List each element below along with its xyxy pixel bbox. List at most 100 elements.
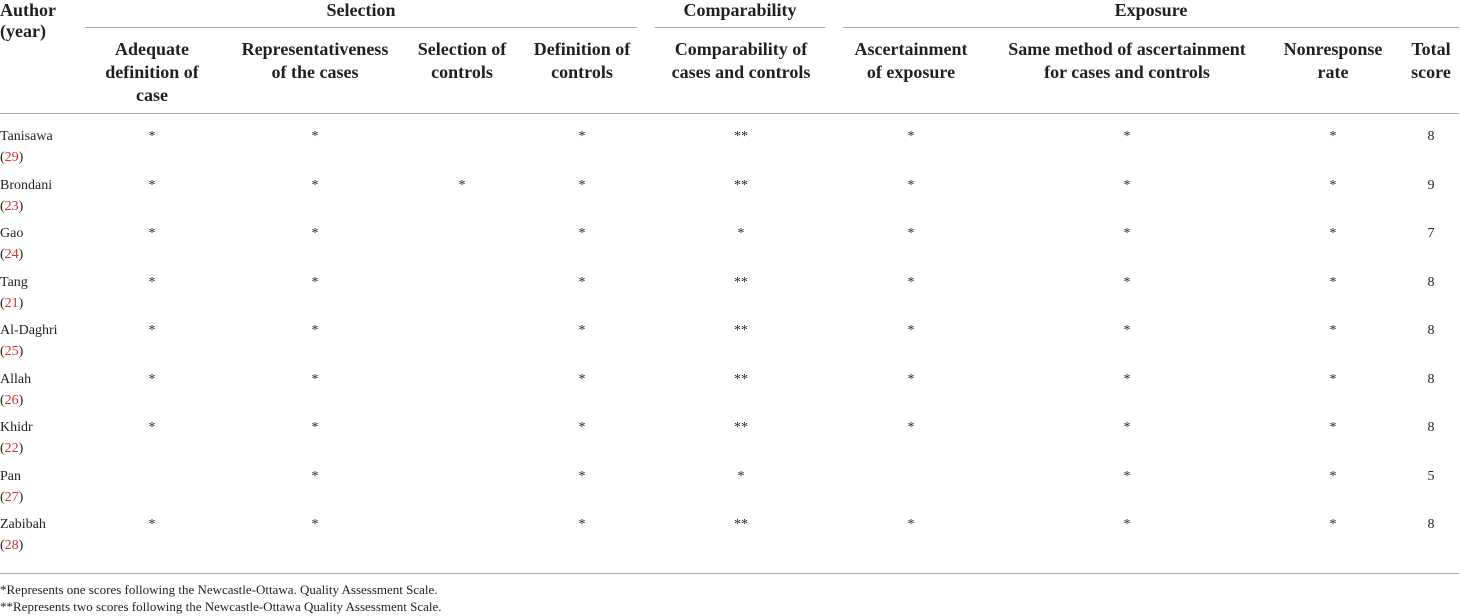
reference-open-bracket: ( [0, 441, 5, 456]
reference-close-bracket: ) [18, 392, 24, 408]
table-body: Tanisawa (29) * * * ** * * * 8 Brondani (23) * * * * ** *… [0, 114, 1459, 574]
score-ascertainment-of-exposure: * [907, 420, 915, 435]
column-header-adequate-definition: Adequate definition of case [85, 38, 219, 107]
score-comparability: * [737, 226, 745, 241]
reference-link[interactable]: 27 [4, 489, 19, 505]
reference-citation: (26) [0, 390, 85, 411]
score-total: 8 [1427, 274, 1435, 290]
score-total: 8 [1427, 129, 1435, 144]
score-same-method-ascertainment: * [1123, 226, 1131, 241]
author-cell: Gao (24) [0, 223, 85, 265]
column-header-line: Total [1411, 39, 1451, 59]
score-total: 5 [1427, 468, 1435, 484]
score-total: 7 [1427, 226, 1435, 241]
table-row: Zabibah (28) * * * ** * * * 8 [0, 514, 1459, 563]
score-ascertainment-of-exposure: * [907, 274, 915, 290]
column-header-line: Adequate [114, 39, 189, 59]
score-total: 8 [1427, 420, 1435, 435]
score-nonresponse-rate: * [1329, 129, 1337, 144]
score-definition-of-controls: * [578, 323, 586, 338]
author-name: Gao [0, 226, 24, 241]
author-name: Brondani [0, 177, 53, 193]
table-row: Gao (24) * * * * * * * 7 [0, 223, 1459, 272]
column-header-total-score: Total score [1403, 38, 1459, 84]
score-nonresponse-rate: * [1329, 323, 1337, 338]
author-name: Al-Daghri [0, 323, 58, 338]
score-definition-of-controls: * [578, 274, 586, 290]
reference-open-bracket: ( [0, 247, 5, 262]
column-header-representativeness: Representativeness of the cases [219, 38, 411, 84]
author-cell: Pan (27) [0, 466, 85, 508]
group-header-comparability: Comparability [655, 0, 825, 28]
column-header-line: Representativeness [241, 39, 389, 59]
column-header-ascertainment-of-exposure: Ascertainment of exposure [831, 38, 991, 84]
reference-open-bracket: ( [0, 295, 5, 311]
author-header-line: Author [0, 0, 57, 20]
score-nonresponse-rate: * [1329, 468, 1337, 484]
table-header: Author (year) Selection Comparability Ex… [0, 0, 1459, 114]
reference-citation: (22) [0, 438, 85, 459]
reference-citation: (24) [0, 244, 85, 265]
column-header-line: definition of [105, 62, 199, 82]
score-nonresponse-rate: * [1329, 177, 1337, 193]
column-header-line: Same method of ascertainment [1008, 39, 1246, 59]
score-nonresponse-rate: * [1329, 226, 1337, 241]
reference-link[interactable]: 21 [4, 295, 19, 311]
score-adequate-definition: * [148, 420, 156, 435]
score-adequate-definition: * [148, 371, 156, 387]
score-total: 9 [1427, 177, 1435, 193]
reference-link[interactable]: 22 [4, 441, 19, 456]
score-representativeness: * [311, 420, 319, 435]
reference-link[interactable]: 24 [4, 247, 19, 262]
column-header-line: Selection of [417, 39, 507, 59]
reference-link[interactable]: 26 [4, 392, 19, 408]
score-definition-of-controls: * [578, 226, 586, 241]
reference-close-bracket: ) [18, 198, 24, 214]
score-comparability: ** [734, 371, 748, 387]
reference-link[interactable]: 23 [4, 198, 19, 214]
reference-link[interactable]: 29 [4, 150, 19, 165]
column-header-line: case [136, 85, 168, 105]
table-rows: Tanisawa (29) * * * ** * * * 8 Brondani (23) * * * * ** *… [0, 114, 1459, 563]
score-definition-of-controls: * [578, 517, 586, 532]
group-header-selection: Selection [85, 0, 637, 28]
author-name: Pan [0, 468, 21, 484]
score-ascertainment-of-exposure: * [907, 129, 915, 144]
author-cell: Allah (26) [0, 369, 85, 411]
score-comparability: ** [734, 274, 748, 290]
table-row: Pan (27) * * * * * 5 [0, 466, 1459, 515]
reference-citation: (25) [0, 341, 85, 362]
score-adequate-definition: * [148, 323, 156, 338]
reference-citation: (29) [0, 147, 85, 168]
score-same-method-ascertainment: * [1123, 468, 1131, 484]
score-total: 8 [1427, 371, 1435, 387]
reference-link[interactable]: 25 [4, 344, 19, 359]
score-representativeness: * [311, 323, 319, 338]
table-row: Al-Daghri (25) * * * ** * * * 8 [0, 320, 1459, 369]
reference-close-bracket: ) [18, 295, 24, 311]
score-representativeness: * [311, 468, 319, 484]
score-comparability: * [737, 468, 745, 484]
score-adequate-definition: * [148, 226, 156, 241]
score-nonresponse-rate: * [1329, 517, 1337, 532]
reference-close-bracket: ) [18, 344, 24, 359]
score-adequate-definition: * [148, 129, 156, 144]
score-comparability: ** [734, 517, 748, 532]
score-nonresponse-rate: * [1329, 371, 1337, 387]
reference-link[interactable]: 28 [4, 538, 19, 553]
score-definition-of-controls: * [578, 371, 586, 387]
column-header-line: Ascertainment [854, 39, 968, 59]
column-header-line: for cases and controls [1044, 62, 1210, 82]
author-name: Allah [0, 371, 32, 387]
reference-close-bracket: ) [18, 441, 24, 456]
score-nonresponse-rate: * [1329, 420, 1337, 435]
score-same-method-ascertainment: * [1123, 177, 1131, 193]
score-ascertainment-of-exposure: * [907, 371, 915, 387]
score-total: 8 [1427, 323, 1435, 338]
reference-open-bracket: ( [0, 538, 5, 553]
author-cell: Zabibah (28) [0, 514, 85, 556]
author-cell: Al-Daghri (25) [0, 320, 85, 362]
score-representativeness: * [311, 517, 319, 532]
score-ascertainment-of-exposure: * [907, 226, 915, 241]
score-same-method-ascertainment: * [1123, 129, 1131, 144]
